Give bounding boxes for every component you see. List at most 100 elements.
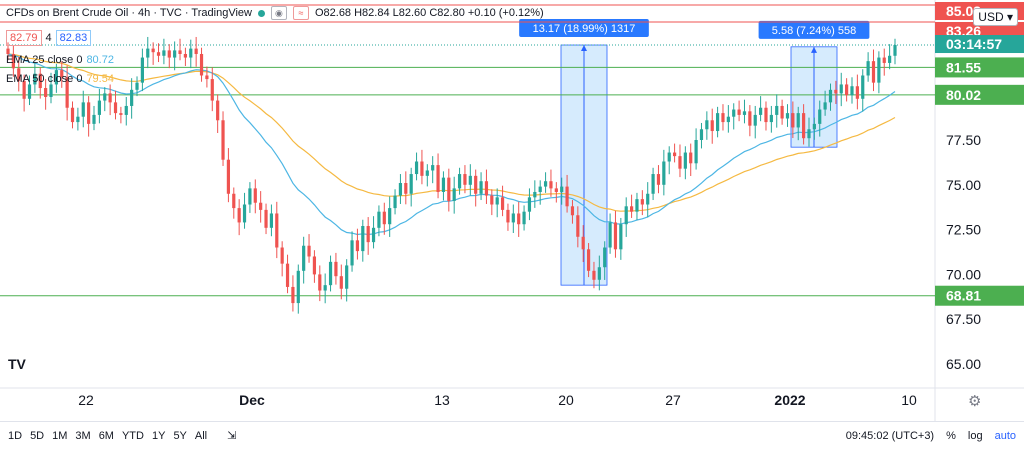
candle-body [570,206,575,216]
clock-time[interactable]: 09:45:02 (UTC+3) [845,429,935,442]
candle-body [199,53,204,76]
candle-body [479,181,483,194]
timeframe-1m[interactable]: 1M [52,429,68,442]
candle-body [361,226,365,252]
eye-icon[interactable]: ◉ [270,6,287,20]
candle-body [49,84,53,97]
candle-body [662,161,666,185]
buy-price[interactable]: 82.83 [55,30,92,46]
candle-body [565,186,569,207]
timeframe-1y[interactable]: 1Y [151,429,166,442]
candle-body [796,113,800,128]
candle-body [576,215,580,237]
candle-body [828,89,833,103]
ema25-legend[interactable]: EMA 25 close 0 80.72 [6,54,114,66]
candle-body [737,109,741,115]
candle-body [108,93,112,103]
ema25-line [7,53,896,236]
y-tick-label: 75.00 [946,177,981,193]
candle-body [866,61,870,76]
timeframe-1d[interactable]: 1D [8,429,23,442]
candle-body [592,270,596,280]
percent-toggle[interactable]: % [946,429,956,442]
candle-body [113,102,118,114]
candle-body [769,114,773,123]
y-tick-label: 70.00 [946,266,981,282]
candle-body [216,100,220,121]
candle-body [221,120,225,160]
candle-body [640,199,644,205]
candle-body [291,286,295,304]
candle-body [581,236,585,250]
candle-body [237,208,241,223]
candle-body [490,195,494,205]
y-tick-label: 72.50 [946,222,981,238]
candle-body [845,84,849,96]
candle-body [452,188,456,201]
currency-selector[interactable]: USD ▾ [973,8,1018,26]
candle-body [780,105,784,119]
candle-body [393,195,397,209]
candle-body [130,89,134,106]
candle-body [710,120,714,132]
ema25-label: EMA 25 close 0 [6,54,83,66]
quote-panel: 82.79 4 82.83 [6,30,92,46]
date-range-icon[interactable]: ⇲ [227,430,237,442]
candle-body [699,129,704,140]
timeframe-ytd[interactable]: YTD [121,429,144,442]
ema50-label: EMA 50 close 0 [6,73,83,85]
candle-body [382,211,386,225]
candle-body [124,105,128,115]
timeframe-5y[interactable]: 5Y [173,429,187,442]
gear-icon[interactable]: ⚙ [968,393,982,410]
candle-body [554,188,558,192]
candle-body [726,116,730,123]
candle-body [119,113,123,115]
candle-body [619,224,623,250]
candle-body [748,111,752,126]
candle-body [474,175,478,194]
candle-body [742,111,747,115]
candle-body [716,113,720,132]
candle-body [495,197,499,205]
level-label: 81.55 [946,59,981,75]
candle-body [253,188,257,203]
ema50-legend[interactable]: EMA 50 close 0 79.54 [6,73,114,85]
timeframe-3m[interactable]: 3M [75,429,91,442]
log-toggle[interactable]: log [967,429,983,442]
candle-body [167,50,171,58]
candle-body [210,79,214,101]
x-tick-label: 13 [434,392,450,408]
candle-body [409,174,413,194]
candle-body [468,175,472,185]
measure-arrowhead [811,46,817,53]
auto-toggle[interactable]: auto [994,429,1016,442]
candle-body [156,52,161,56]
timeframe-all[interactable]: All [194,429,208,442]
candle-body [350,240,354,266]
ema25-value: 80.72 [86,54,114,66]
candle-body [173,50,177,58]
candle-body [60,70,64,78]
candle-body [672,152,677,157]
candle-body [689,152,693,164]
sell-price[interactable]: 82.79 [6,30,42,46]
x-tick-label: 2022 [774,392,805,408]
candle-body [345,265,349,289]
candle-body [882,57,886,63]
candle-body [302,245,306,271]
candle-body [463,174,467,185]
candle-body [721,113,725,123]
alert-icon[interactable]: ≈ [292,6,309,20]
timeframe-6m[interactable]: 6M [98,429,114,442]
candle-body [683,152,687,169]
candle-body [678,156,682,169]
spread-value: 4 [45,32,52,44]
symbol-title[interactable]: CFDs on Brent Crude Oil · 4h · TVC · Tra… [6,7,252,19]
timeframe-5d[interactable]: 5D [30,429,45,442]
candle-body [318,274,322,291]
ohlc-values: O82.68 H82.84 L82.60 C82.80 +0.10 (+0.12… [314,7,544,19]
candle-body [242,204,247,223]
candle-body [377,211,381,228]
